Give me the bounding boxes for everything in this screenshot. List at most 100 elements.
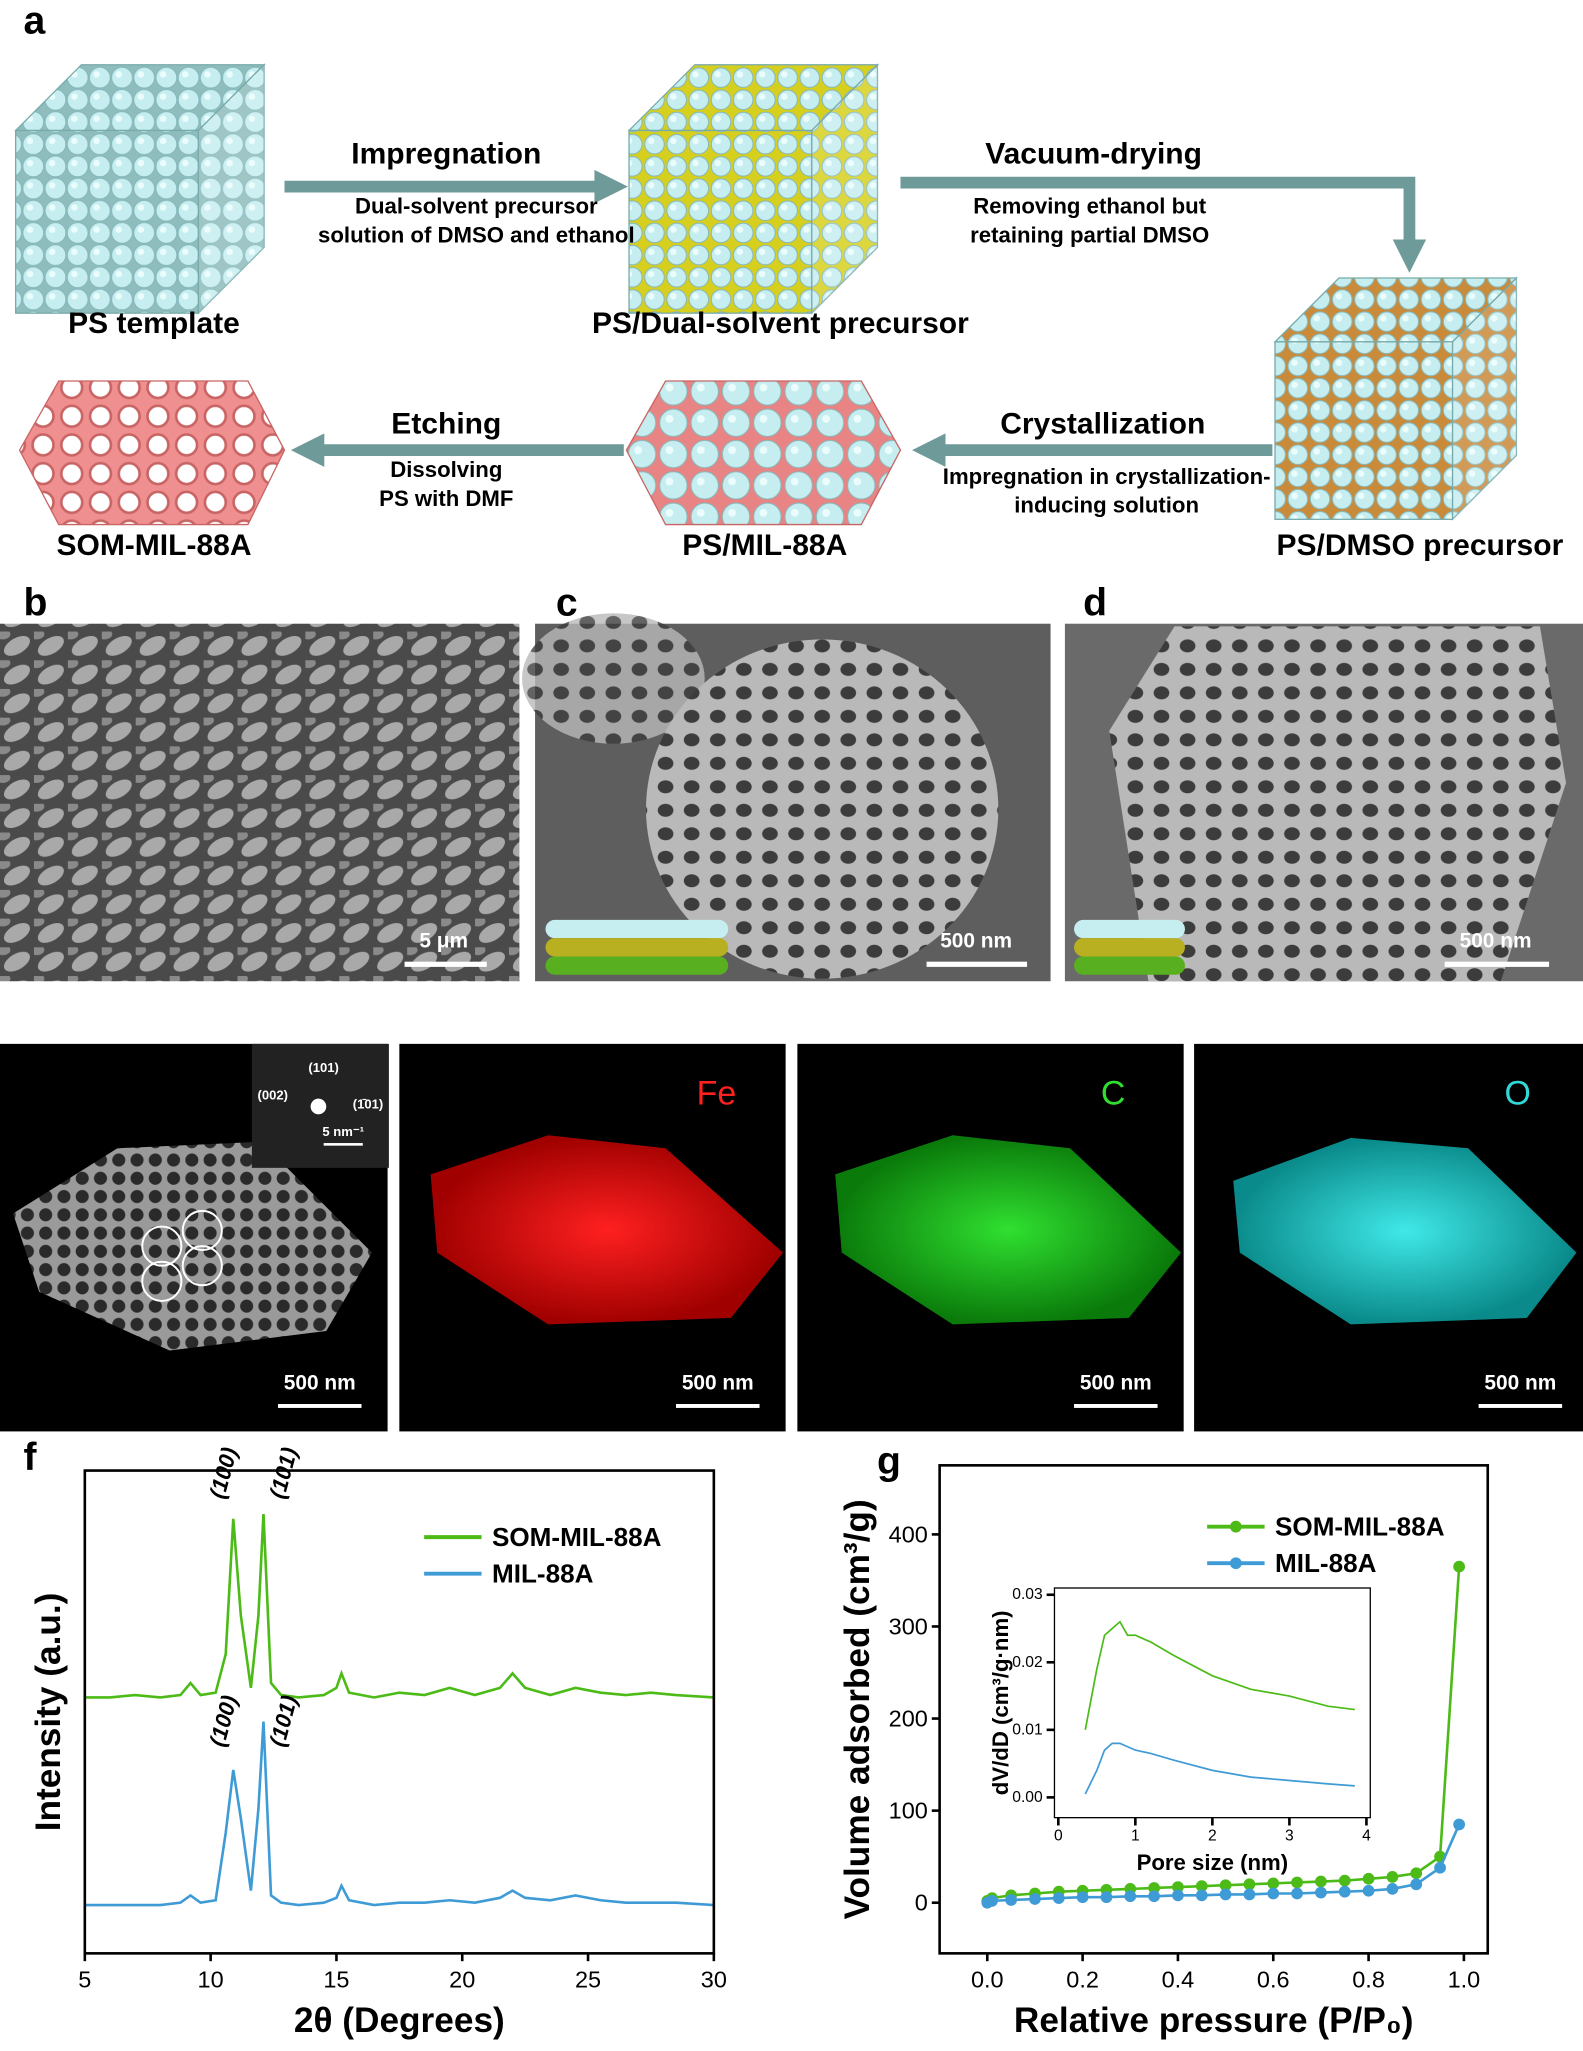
step-title: Crystallization (1000, 408, 1205, 441)
x-tick-label: 15 (323, 1966, 349, 1992)
schematic-shapes (14, 63, 1518, 526)
data-point (1410, 1878, 1423, 1891)
peak-label: (100) (205, 1693, 243, 1749)
cube-front (628, 129, 813, 314)
panel-label: f (23, 1436, 37, 1479)
data-point (1172, 1881, 1184, 1893)
x-tick-label: 5 (78, 1966, 91, 1992)
data-point (1052, 1892, 1065, 1904)
panel-label: c (556, 581, 578, 624)
scale-bar-label: 500 nm (1460, 929, 1532, 952)
scale-bar-label: 500 nm (940, 929, 1012, 952)
element-label: O (1505, 1074, 1531, 1112)
data-point (1148, 1882, 1160, 1894)
data-point (1148, 1890, 1160, 1903)
x-tick-label: 0.2 (1066, 1966, 1099, 1992)
y-tick-label: 0.02 (1012, 1654, 1042, 1671)
data-point (1243, 1878, 1256, 1891)
x-tick-label: 0 (1054, 1827, 1063, 1844)
x-tick-label: 20 (449, 1966, 475, 1992)
eds-maps (0, 1043, 1583, 1432)
step-title: Impregnation (351, 137, 541, 170)
x-tick-label: 0.6 (1257, 1966, 1290, 1992)
diffraction-label: 5 nm⁻¹ (322, 1124, 364, 1139)
step-note: Dual-solvent precursor (355, 194, 598, 219)
y-tick-label: 0.03 (1012, 1586, 1043, 1603)
data-point (1124, 1890, 1137, 1903)
step-title: Vacuum-drying (985, 137, 1202, 170)
step-note: PS with DMF (379, 486, 513, 511)
scale-bar-label: 500 nm (682, 1372, 754, 1395)
cube-front (1274, 341, 1454, 520)
y-axis-label: Intensity (a.u.) (29, 1593, 68, 1832)
y-tick-label: 0.01 (1012, 1721, 1042, 1738)
data-point (986, 1894, 998, 1907)
diffraction-label: (002) (258, 1087, 288, 1102)
plot-frame (938, 1464, 1490, 1955)
data-point (1195, 1880, 1208, 1893)
series-line (1084, 1620, 1355, 1731)
peak-label: (100) (205, 1445, 243, 1501)
data-point (1362, 1884, 1375, 1897)
step-note: inducing solution (1014, 492, 1199, 517)
step-title: Etching (391, 408, 501, 441)
x-tick-label: 3 (1285, 1827, 1294, 1844)
peak-label: (101) (265, 1445, 303, 1501)
data-point (1315, 1886, 1327, 1899)
porous-particle (522, 613, 705, 744)
series-line (986, 1823, 1461, 1904)
data-point (1315, 1875, 1327, 1888)
diffraction-label: (1̄01) (353, 1096, 383, 1111)
data-point (1267, 1887, 1280, 1900)
diffraction-label: (101) (308, 1060, 338, 1075)
data-point (1386, 1883, 1399, 1895)
x-tick-label: 0.4 (1162, 1966, 1195, 1992)
x-tick-label: 0.8 (1352, 1966, 1385, 1992)
y-tick-label: 0 (915, 1890, 928, 1916)
plot-frame (83, 1469, 716, 1955)
mof-particle (625, 380, 902, 526)
stage-label: PS/Dual-solvent precursor (592, 307, 969, 340)
data-point (1291, 1887, 1303, 1900)
data-point (1195, 1889, 1208, 1902)
data-point (1005, 1894, 1017, 1906)
data-point (1100, 1891, 1113, 1904)
data-point (1453, 1818, 1466, 1831)
x-axis-label: 2θ (Degrees) (294, 2001, 505, 2040)
legend-marker (1229, 1557, 1242, 1570)
plot-frame (1053, 1587, 1371, 1819)
scale-bar-label: 500 nm (1080, 1372, 1152, 1395)
y-tick-label: 0.00 (1012, 1789, 1043, 1806)
panel-label: d (1083, 581, 1107, 624)
y-tick-label: 400 (889, 1521, 928, 1547)
peak-label: (101) (265, 1693, 303, 1749)
data-point (1362, 1872, 1375, 1885)
x-tick-label: 10 (198, 1966, 224, 1992)
x-tick-label: 30 (701, 1966, 727, 1992)
stage-label: PS/MIL-88A (682, 529, 847, 562)
step-note: Impregnation in crystallization- (943, 464, 1271, 489)
series-line (1084, 1742, 1355, 1795)
x-tick-label: 1 (1131, 1827, 1140, 1844)
layer-icon (545, 919, 1185, 975)
data-point (1291, 1876, 1303, 1889)
data-point (1338, 1885, 1351, 1898)
data-point (1076, 1891, 1089, 1904)
panel-label: g (877, 1440, 901, 1483)
x-tick-label: 2 (1208, 1827, 1217, 1844)
sem-image (0, 623, 520, 982)
arrows (284, 169, 1427, 467)
data-point (1434, 1861, 1446, 1874)
scale-bar-label: 5 μm (419, 929, 468, 952)
data-point (1219, 1888, 1232, 1901)
panel-label: b (23, 581, 47, 624)
data-point (1410, 1867, 1423, 1880)
legend-marker (1229, 1520, 1242, 1533)
series-line (84, 1513, 714, 1699)
scale-bars (404, 961, 1550, 967)
data-point (1453, 1560, 1466, 1573)
data-point (1029, 1893, 1041, 1905)
y-tick-label: 100 (889, 1798, 928, 1824)
